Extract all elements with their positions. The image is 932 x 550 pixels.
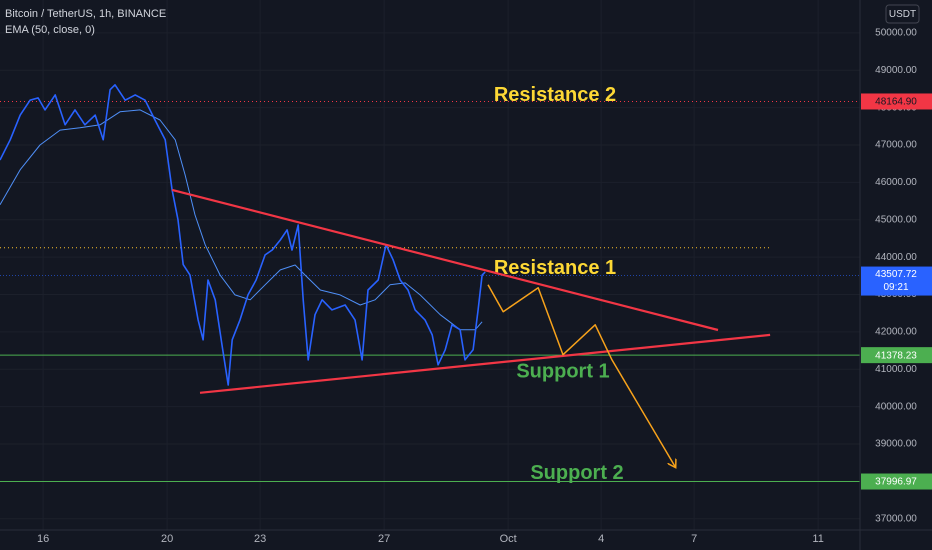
plot: Resistance 2 Resistance 1 Support 1 Support…: [0, 84, 860, 484]
y-tick-label: 49000.00: [875, 65, 917, 76]
currency-button[interactable]: [885, 4, 920, 24]
y-tick-label: 37000.00: [875, 513, 917, 524]
x-tick-label: 16: [37, 533, 49, 545]
currency[interactable]: USDT: [889, 9, 916, 20]
level-annotation: Resistance 1: [494, 257, 616, 279]
y-tick-label: 40000.00: [875, 401, 917, 412]
grid: [0, 0, 860, 530]
x-tick-label: 7: [691, 533, 697, 545]
y-tick-label: 47000.00: [875, 140, 917, 151]
last-price-tag: [861, 266, 932, 296]
x-tick-label: Oct: [500, 533, 517, 545]
level-price-tag: [861, 93, 932, 110]
level-price-label: 37996.97: [875, 477, 917, 488]
level-price-label: 41378.23: [875, 350, 917, 361]
price-line: [0, 84, 486, 386]
y-tick-label: 39000.00: [875, 439, 917, 450]
level-annotation: Support 1: [516, 360, 609, 382]
y-tick-label: 44000.00: [875, 252, 917, 263]
trendline: [199, 333, 771, 394]
trendline: [171, 188, 719, 332]
countdown-label: 09:21: [883, 282, 908, 293]
x-tick-label: 20: [161, 533, 173, 545]
ema-line: [0, 109, 483, 331]
y-tick-label: 42000.00: [875, 327, 917, 338]
y-tick-label: 45000.00: [875, 214, 917, 225]
level-price-tag: [861, 347, 932, 364]
y-tick-label: 50000.00: [875, 28, 917, 39]
ema-legend: EMA (50, close, 0): [5, 24, 95, 36]
level-price-tag: [861, 473, 932, 490]
x-tick-label: 23: [254, 533, 266, 545]
y-tick-label: 41000.00: [875, 364, 917, 375]
level-annotation: Resistance 2: [494, 84, 616, 106]
x-tick-label: 4: [598, 533, 604, 545]
last-price-label: 43507.72: [875, 269, 917, 280]
y-tick-label: 46000.00: [875, 177, 917, 188]
level-annotation: Support 2: [530, 462, 623, 484]
x-tick-label: 11: [812, 533, 823, 545]
projection-path: [487, 284, 675, 467]
x-tick-label: 27: [378, 533, 390, 545]
level-price-label: 48164.90: [875, 97, 917, 108]
symbol-legend: Bitcoin / TetherUS, 1h, BINANCE: [5, 8, 166, 20]
